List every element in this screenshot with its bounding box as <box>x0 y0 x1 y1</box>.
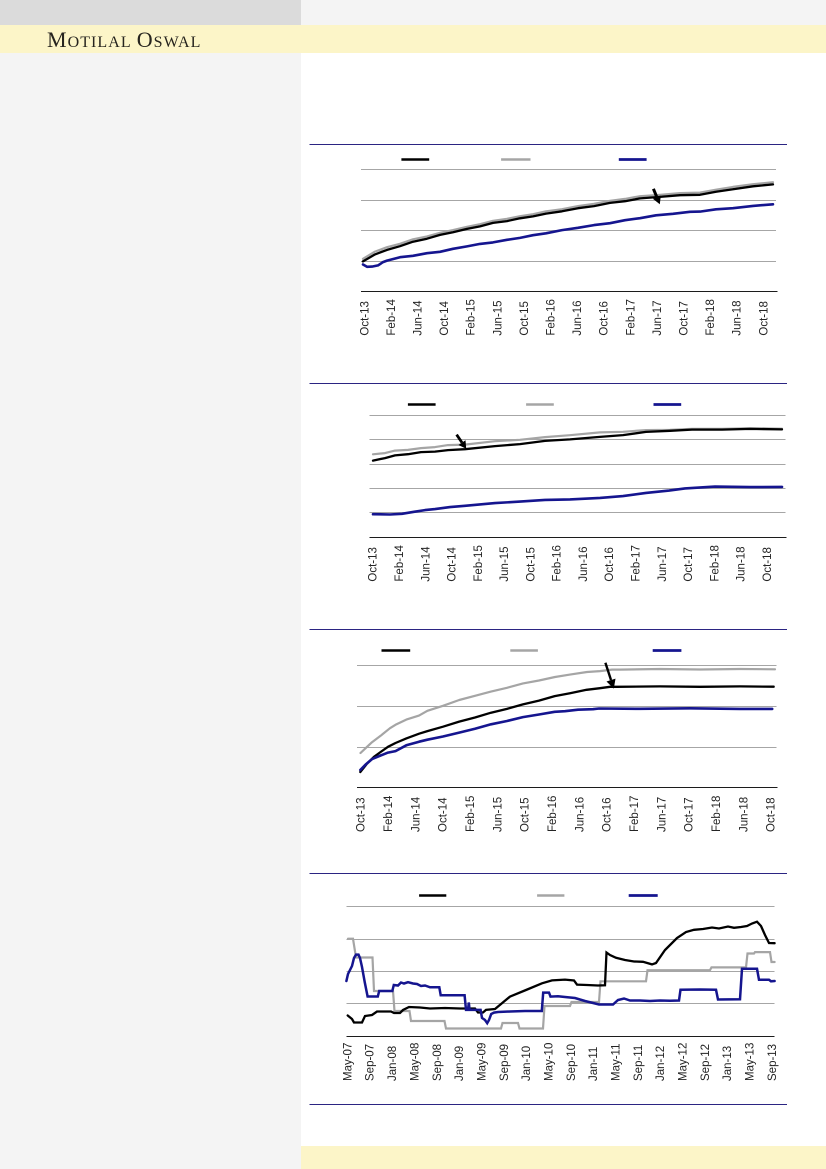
svg-text:Jun-17: Jun-17 <box>652 300 664 335</box>
svg-text:Jan-11: Jan-11 <box>588 1047 600 1081</box>
svg-text:Jun-17: Jun-17 <box>657 546 669 581</box>
svg-text:Jun-14: Jun-14 <box>420 546 432 582</box>
svg-text:Oct-16: Oct-16 <box>599 301 611 336</box>
svg-text:May-11: May-11 <box>611 1044 623 1082</box>
svg-text:Oct-18: Oct-18 <box>766 797 778 832</box>
svg-text:Oct-17: Oct-17 <box>679 301 691 336</box>
svg-text:Jun-15: Jun-15 <box>492 300 504 335</box>
svg-text:Feb-14: Feb-14 <box>394 545 406 582</box>
svg-text:Jun-18: Jun-18 <box>736 546 748 581</box>
svg-text:Jun-16: Jun-16 <box>572 300 584 335</box>
svg-text:May-10: May-10 <box>543 1043 555 1081</box>
svg-text:Oct-16: Oct-16 <box>602 797 614 832</box>
svg-text:Sep-12: Sep-12 <box>700 1044 712 1081</box>
svg-text:Jun-18: Jun-18 <box>738 797 750 832</box>
svg-text:Sep-10: Sep-10 <box>566 1044 578 1081</box>
svg-text:Oct-17: Oct-17 <box>683 547 695 582</box>
svg-text:Jun-15: Jun-15 <box>492 797 504 832</box>
svg-text:Sep-11: Sep-11 <box>633 1045 645 1081</box>
svg-text:Feb-17: Feb-17 <box>631 545 643 581</box>
svg-text:Jun-16: Jun-16 <box>578 546 590 581</box>
svg-text:Feb-18: Feb-18 <box>711 796 723 832</box>
svg-text:Jan-08: Jan-08 <box>387 1046 399 1081</box>
svg-text:Jun-18: Jun-18 <box>732 300 744 335</box>
svg-text:May-07: May-07 <box>342 1043 354 1081</box>
svg-text:Sep-09: Sep-09 <box>499 1044 511 1081</box>
svg-text:Oct-13: Oct-13 <box>368 547 380 582</box>
svg-text:Jan-12: Jan-12 <box>655 1046 667 1081</box>
svg-text:Jun-16: Jun-16 <box>574 797 586 832</box>
svg-text:Jun-17: Jun-17 <box>656 797 668 832</box>
svg-text:Feb-17: Feb-17 <box>625 299 637 335</box>
svg-text:May-13: May-13 <box>745 1043 757 1081</box>
svg-text:Sep-13: Sep-13 <box>767 1044 779 1081</box>
svg-text:May-12: May-12 <box>678 1043 690 1081</box>
svg-text:May-08: May-08 <box>409 1043 421 1081</box>
svg-text:Oct-17: Oct-17 <box>684 797 696 832</box>
svg-text:Sep-07: Sep-07 <box>365 1044 377 1081</box>
svg-text:Feb-16: Feb-16 <box>546 299 558 335</box>
svg-text:Oct-15: Oct-15 <box>519 301 531 336</box>
svg-text:Feb-17: Feb-17 <box>629 796 641 832</box>
svg-text:Oct-14: Oct-14 <box>438 797 450 832</box>
svg-text:Feb-15: Feb-15 <box>473 545 485 581</box>
svg-text:Oct-14: Oct-14 <box>439 300 451 335</box>
svg-text:Feb-15: Feb-15 <box>465 796 477 832</box>
svg-text:Feb-14: Feb-14 <box>383 795 395 832</box>
svg-text:Feb-18: Feb-18 <box>705 299 717 335</box>
svg-text:May-09: May-09 <box>476 1043 488 1081</box>
svg-text:Oct-15: Oct-15 <box>520 797 532 832</box>
svg-text:Oct-16: Oct-16 <box>604 547 616 582</box>
svg-text:Oct-13: Oct-13 <box>359 301 371 336</box>
svg-text:Jun-14: Jun-14 <box>410 796 422 832</box>
svg-text:Oct-18: Oct-18 <box>762 547 774 582</box>
svg-text:Oct-18: Oct-18 <box>758 301 770 336</box>
svg-text:Feb-15: Feb-15 <box>466 299 478 335</box>
svg-text:Feb-18: Feb-18 <box>709 545 721 581</box>
svg-text:Sep-08: Sep-08 <box>432 1044 444 1081</box>
svg-text:Feb-14: Feb-14 <box>386 299 398 336</box>
svg-text:Feb-16: Feb-16 <box>552 545 564 581</box>
svg-text:Jan-10: Jan-10 <box>521 1046 533 1081</box>
svg-text:Feb-16: Feb-16 <box>547 796 559 832</box>
svg-text:Oct-15: Oct-15 <box>525 547 537 582</box>
svg-text:Jan-09: Jan-09 <box>454 1046 466 1081</box>
svg-text:Oct-14: Oct-14 <box>447 546 459 581</box>
svg-text:Jun-15: Jun-15 <box>499 546 511 581</box>
svg-text:Jun-14: Jun-14 <box>413 300 425 336</box>
svg-text:Oct-13: Oct-13 <box>356 797 368 832</box>
svg-text:Jan-13: Jan-13 <box>722 1046 734 1081</box>
